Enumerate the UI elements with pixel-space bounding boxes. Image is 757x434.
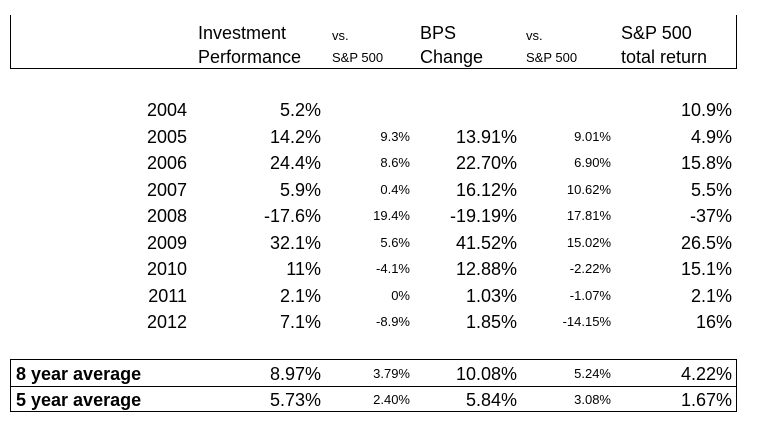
header-bps-line1: BPS [420, 23, 457, 43]
sp500-return-cell: 15.8% [680, 153, 732, 173]
bps-change-cell: 5.84% [465, 390, 517, 410]
sp500-return-cell: 1.67% [680, 390, 732, 410]
summary-divider [11, 386, 736, 387]
investment-cell: 5.73% [269, 390, 321, 410]
bps-change-cell: 10.08% [455, 364, 517, 384]
header-vs2-line2: S&P 500 [526, 50, 578, 65]
vs-sp500-cell: 2.40% [373, 392, 410, 407]
year-cell: 2005 [146, 127, 187, 147]
bps-change-cell: 12.88% [455, 259, 517, 279]
bps-vs-sp500-cell: 17.81% [566, 208, 611, 223]
investment-cell: -17.6% [263, 206, 321, 226]
bps-vs-sp500-cell: -1.07% [569, 288, 611, 303]
bps-vs-sp500-cell: 3.08% [574, 392, 611, 407]
sp500-return-cell: 5.5% [690, 180, 732, 200]
vs-sp500-cell: -8.9% [376, 314, 410, 329]
header-vs1-line2: S&P 500 [332, 50, 384, 65]
bps-change-cell: 1.03% [465, 286, 517, 306]
vs-sp500-cell: 3.79% [373, 366, 410, 381]
sp500-return-cell: 16% [695, 312, 732, 332]
vs-sp500-cell: 9.3% [380, 129, 410, 144]
year-cell: 2006 [146, 153, 187, 173]
vs-sp500-cell: 0% [391, 288, 410, 303]
summary-frame [10, 359, 737, 412]
header-investment-line1: Investment [198, 23, 287, 43]
investment-cell: 2.1% [279, 286, 321, 306]
bps-change-cell: 13.91% [455, 127, 517, 147]
sp500-return-cell: -37% [689, 206, 732, 226]
investment-cell: 11% [286, 259, 321, 279]
bps-vs-sp500-cell: 5.24% [574, 366, 611, 381]
vs-sp500-cell: -4.1% [376, 261, 410, 276]
sp500-return-cell: 26.5% [680, 233, 732, 253]
header-investment-line2: Performance [198, 47, 302, 67]
header-sp500-line2: total return [621, 47, 708, 67]
bps-change-cell: 1.85% [465, 312, 517, 332]
header-sp500-line1: S&P 500 [621, 23, 692, 43]
bps-vs-sp500-cell: 15.02% [566, 235, 611, 250]
bps-vs-sp500-cell: 9.01% [574, 129, 611, 144]
bps-change-cell: 16.12% [455, 180, 517, 200]
vs-sp500-cell: 8.6% [380, 155, 410, 170]
investment-cell: 32.1% [269, 233, 321, 253]
investment-cell: 5.9% [279, 180, 321, 200]
summary-label: 8 year average [16, 364, 142, 384]
year-cell: 2010 [146, 259, 187, 279]
vs-sp500-cell: 0.4% [380, 182, 410, 197]
header-frame [10, 15, 737, 69]
sp500-return-cell: 2.1% [690, 286, 732, 306]
year-cell: 2009 [146, 233, 187, 253]
bps-change-cell: 22.70% [455, 153, 517, 173]
investment-cell: 8.97% [269, 364, 321, 384]
bps-vs-sp500-cell: 10.62% [566, 182, 611, 197]
investment-cell: 5.2% [279, 100, 321, 120]
header-vs1-line1: vs. [332, 28, 349, 43]
header-bps-line2: Change [420, 47, 484, 67]
bps-vs-sp500-cell: 6.90% [574, 155, 611, 170]
sp500-return-cell: 10.9% [680, 100, 732, 120]
vs-sp500-cell: 5.6% [380, 235, 410, 250]
investment-cell: 7.1% [279, 312, 321, 332]
summary-label: 5 year average [16, 390, 142, 410]
vs-sp500-cell: 19.4% [373, 208, 410, 223]
year-cell: 2011 [148, 286, 187, 306]
sp500-return-cell: 4.22% [680, 364, 732, 384]
bps-change-cell: -19.19% [449, 206, 517, 226]
bps-change-cell: 41.52% [455, 233, 517, 253]
investment-cell: 24.4% [269, 153, 321, 173]
year-cell: 2007 [146, 180, 187, 200]
header-vs2-line1: vs. [526, 28, 543, 43]
investment-cell: 14.2% [269, 127, 321, 147]
sp500-return-cell: 15.1% [680, 259, 732, 279]
bps-vs-sp500-cell: -2.22% [569, 261, 611, 276]
bps-vs-sp500-cell: -14.15% [562, 314, 611, 329]
sp500-return-cell: 4.9% [690, 127, 732, 147]
year-cell: 2004 [146, 100, 187, 120]
year-cell: 2008 [146, 206, 187, 226]
year-cell: 2012 [146, 312, 187, 332]
